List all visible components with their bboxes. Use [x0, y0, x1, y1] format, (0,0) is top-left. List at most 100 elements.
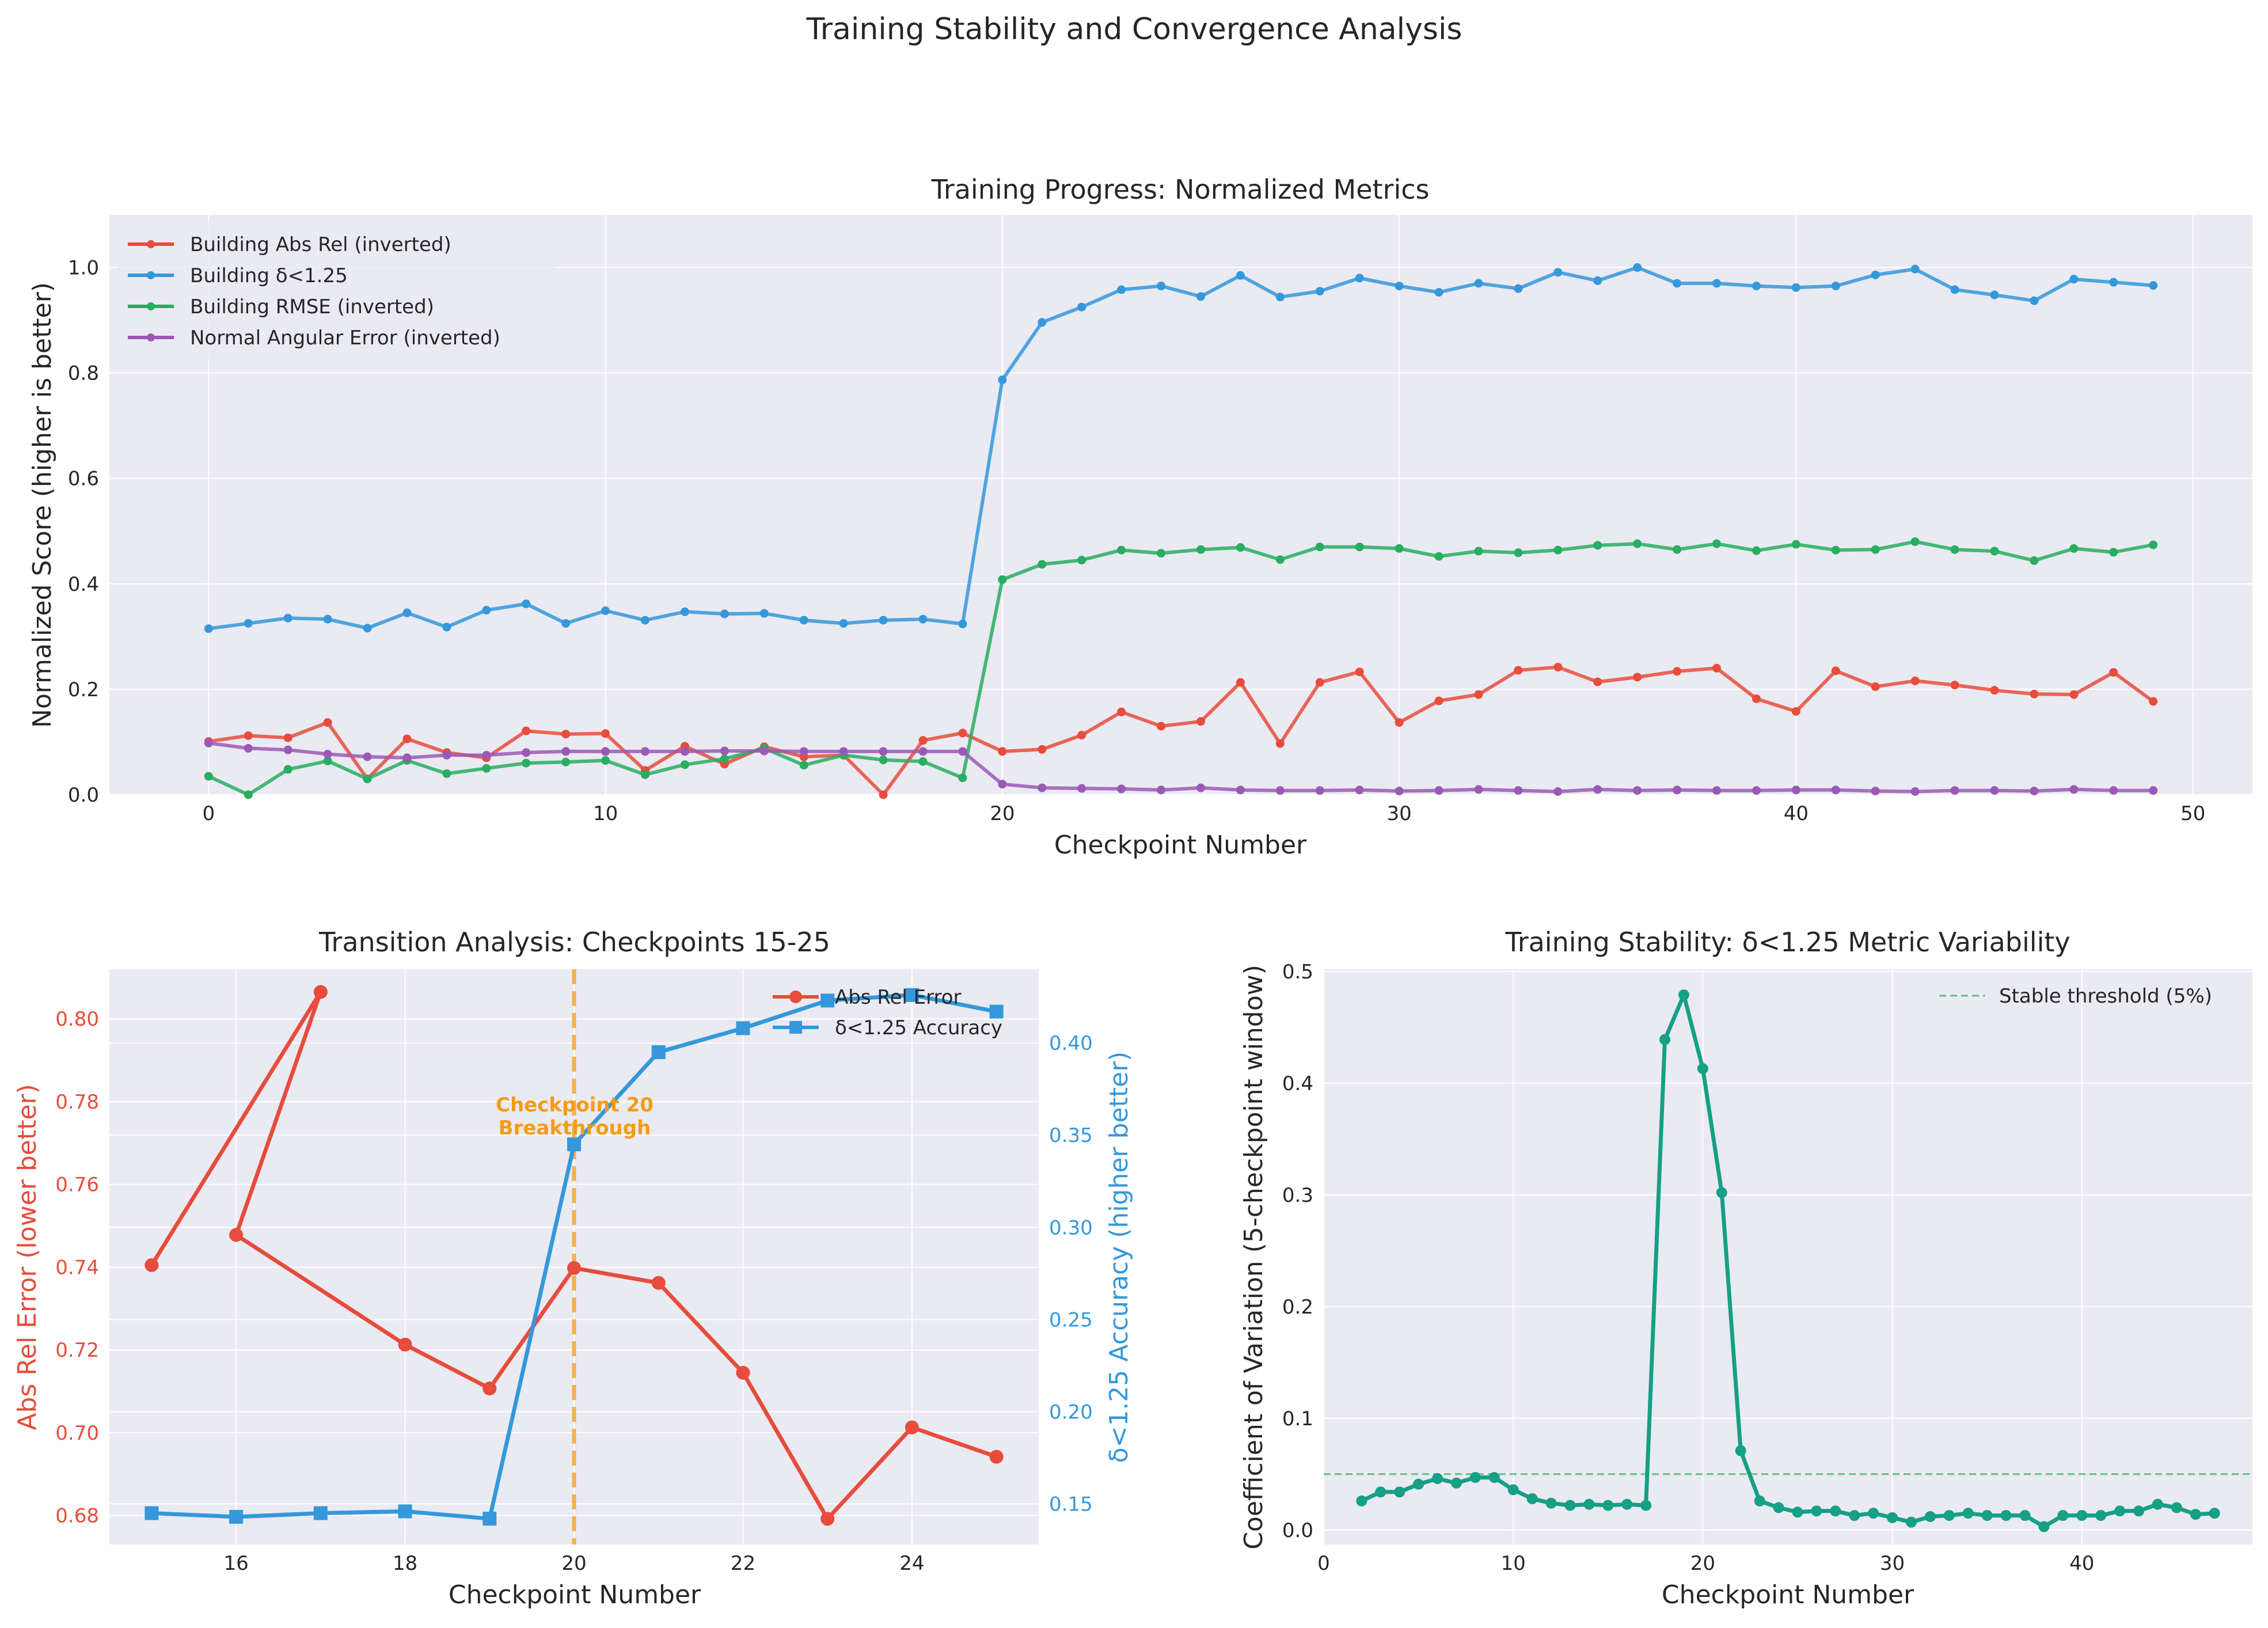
transition-y-right-tick-label: 0.25	[1049, 1308, 1093, 1331]
data-point	[601, 747, 610, 756]
data-point	[1791, 283, 1800, 292]
data-point	[1432, 1473, 1443, 1485]
data-point	[839, 747, 848, 756]
data-point	[958, 728, 967, 738]
data-point	[2069, 690, 2079, 699]
transition-chart: 16 18 20 22 24 0.68 0.70 0.72 0.74 0.76 0.78 0.80 0.…	[13, 927, 1134, 1610]
transition-x-tick-label: 18	[393, 1552, 417, 1575]
data-point	[1990, 686, 1999, 695]
data-point	[1754, 1495, 1765, 1506]
data-point	[1673, 279, 1682, 288]
data-point	[398, 1337, 412, 1352]
data-point	[720, 609, 729, 618]
data-point	[561, 618, 571, 628]
data-point	[1157, 722, 1166, 731]
data-point	[918, 614, 928, 624]
data-point	[879, 616, 888, 625]
data-point	[759, 746, 769, 756]
data-point	[1887, 1512, 1898, 1523]
data-point	[1196, 292, 1205, 301]
top-y-tick-label: 0.6	[68, 468, 99, 491]
data-point	[2149, 697, 2158, 706]
series-cv	[1356, 989, 2220, 1532]
data-point	[1196, 717, 1205, 726]
data-point	[1583, 1498, 1595, 1510]
data-point	[283, 745, 292, 754]
data-point	[1236, 271, 1245, 280]
top-x-axis-label: Checkpoint Number	[1054, 830, 1307, 860]
data-point	[483, 1382, 497, 1396]
data-point	[1950, 786, 1959, 795]
data-point	[601, 756, 610, 765]
data-point	[1474, 690, 1483, 699]
data-point	[1950, 285, 1959, 294]
data-point	[442, 769, 451, 778]
data-point	[145, 1258, 159, 1272]
data-point	[1275, 786, 1285, 795]
top-y-tick-label: 0.2	[68, 678, 99, 701]
transition-y-right-label: δ<1.25 Accuracy (higher better)	[1104, 1052, 1134, 1463]
data-point	[363, 624, 372, 633]
data-point	[1395, 718, 1404, 727]
data-point	[1752, 694, 1761, 703]
data-point	[1469, 1472, 1481, 1483]
data-point	[1950, 545, 1959, 554]
transition-tick-layer: 16 18 20 22 24 0.68 0.70 0.72 0.74 0.76 0.78 0.80 0.…	[55, 1008, 1092, 1575]
data-point	[1910, 537, 1920, 547]
data-point	[1514, 666, 1523, 675]
transition-y-left-tick-label: 0.74	[55, 1256, 99, 1279]
data-point	[1735, 1445, 1746, 1456]
data-point	[1564, 1500, 1576, 1511]
data-point	[1553, 545, 1563, 555]
series-line-building-1-25	[208, 265, 2153, 631]
series-line-cv	[1361, 993, 2215, 1529]
data-point	[601, 729, 610, 738]
top-tick-layer: 0 10 20 30 40 50 0.0 0.2 0.4 0.6 0.8 1.0	[68, 257, 2205, 825]
data-point	[759, 609, 769, 618]
data-point	[820, 1512, 835, 1526]
data-point	[1038, 783, 1047, 792]
data-point	[363, 775, 372, 784]
data-point	[1526, 1493, 1538, 1504]
data-point	[736, 1021, 750, 1035]
data-point	[567, 1137, 581, 1152]
legend-label-normal: Normal Angular Error (inverted)	[190, 327, 500, 350]
data-point	[313, 1506, 328, 1520]
data-point	[1157, 282, 1166, 291]
data-point	[1236, 678, 1245, 687]
data-point	[1157, 549, 1166, 558]
legend-marker-abs-rel	[147, 240, 155, 248]
data-point	[2069, 275, 2079, 284]
data-point	[1434, 786, 1443, 795]
data-point	[1633, 539, 1642, 548]
data-point	[2030, 296, 2039, 305]
breakthrough-annotation-line1: Checkpoint 20	[496, 1094, 654, 1117]
data-point	[1593, 785, 1602, 794]
series-line-building-abs-rel-inverted	[208, 665, 2155, 796]
stability-series-layer	[1356, 989, 2220, 1532]
data-point	[1621, 1498, 1633, 1510]
data-point	[1752, 786, 1761, 795]
data-point	[522, 748, 531, 757]
data-point	[989, 1004, 1004, 1019]
legend-label-threshold: Stable threshold (5%)	[1999, 985, 2212, 1008]
data-point	[1752, 546, 1761, 555]
data-point	[2109, 786, 2118, 795]
data-point	[1077, 556, 1086, 565]
data-point	[839, 618, 848, 628]
series-line-building-rmse-inverted	[208, 540, 2154, 796]
data-point	[2109, 548, 2118, 557]
data-point	[1792, 1506, 1803, 1518]
transition-x-tick-label: 16	[223, 1552, 248, 1575]
data-point	[905, 988, 919, 1002]
data-point	[680, 747, 689, 756]
data-point	[1275, 293, 1285, 302]
data-point	[1553, 268, 1563, 277]
data-point	[1593, 276, 1602, 285]
stability-x-tick-label: 0	[1317, 1552, 1330, 1575]
data-point	[483, 1512, 497, 1526]
series-building-1-25	[204, 263, 2158, 633]
data-point	[651, 1045, 666, 1060]
data-point	[482, 606, 491, 615]
data-point	[1488, 1472, 1500, 1483]
